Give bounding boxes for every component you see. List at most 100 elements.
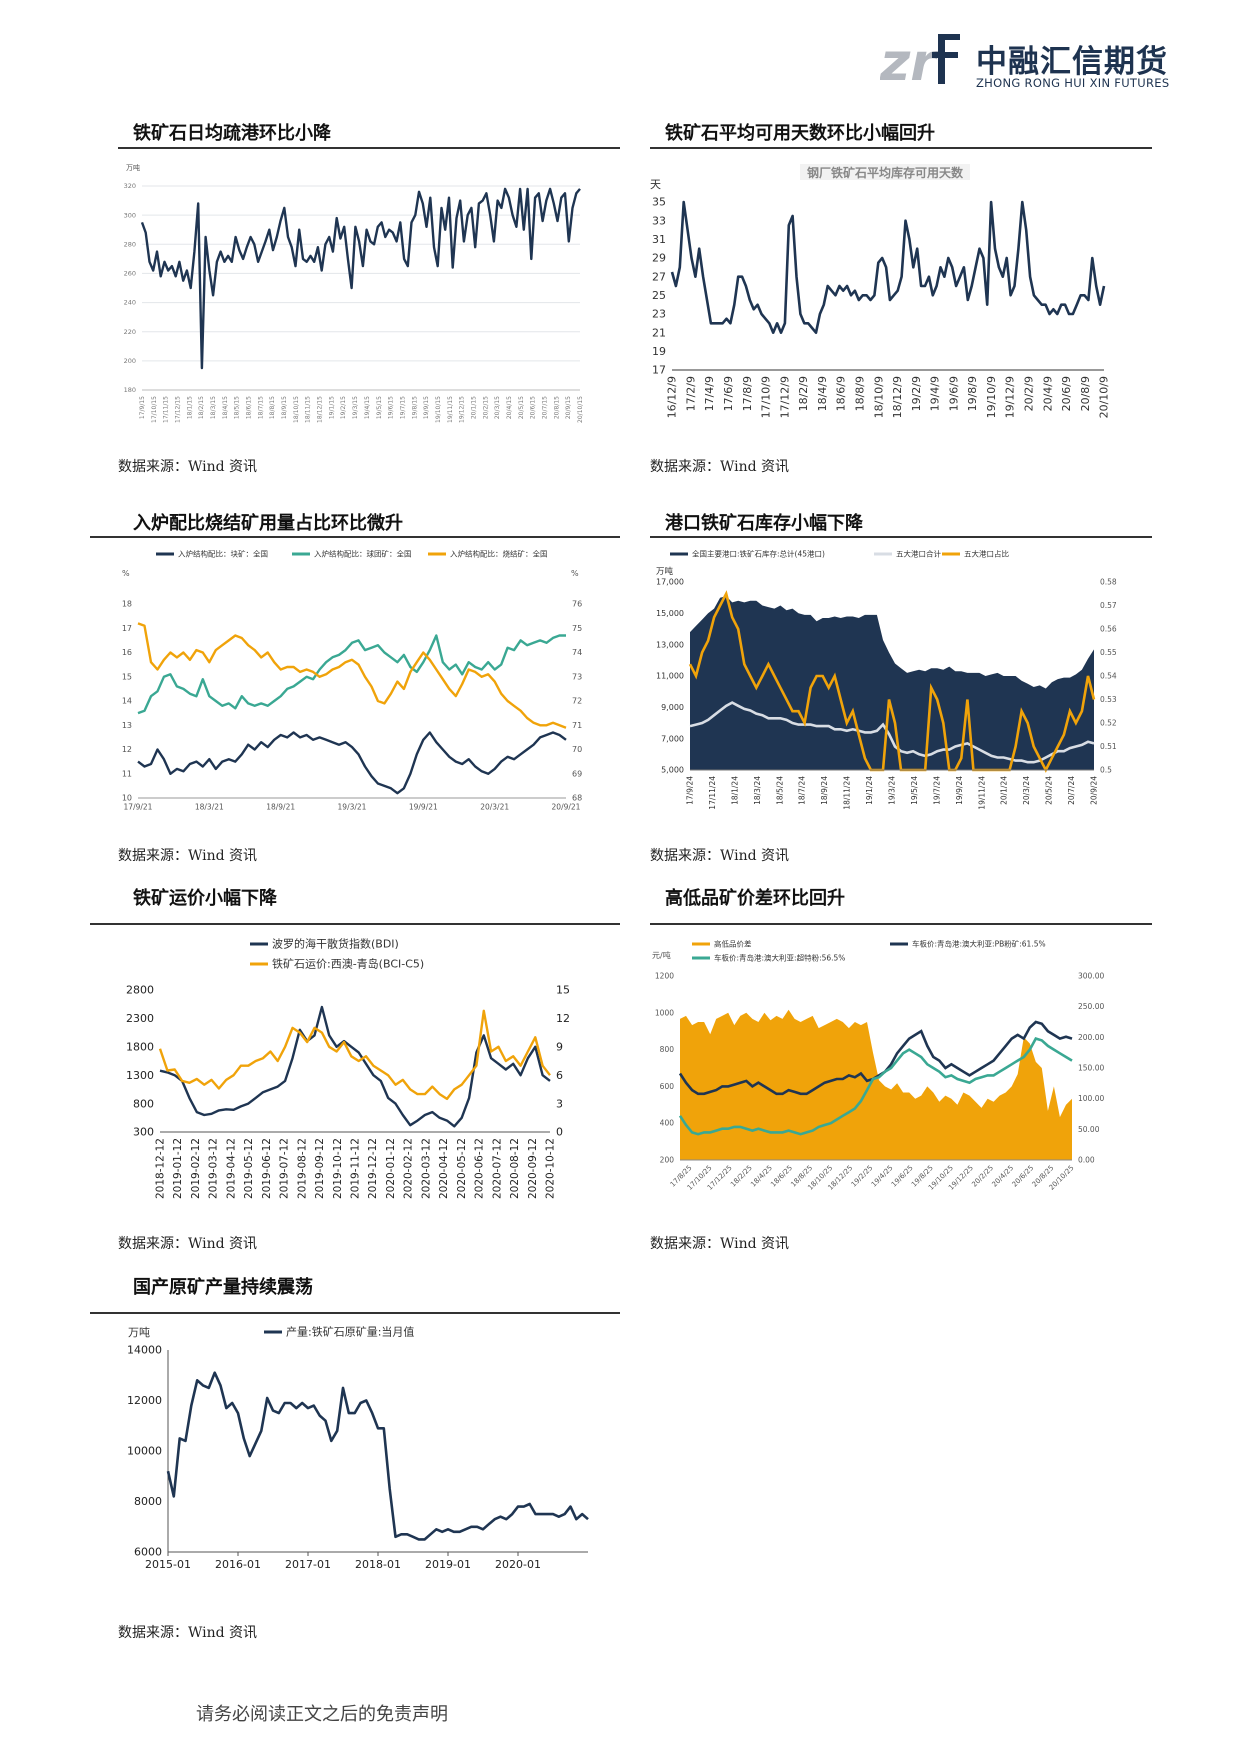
legend-item-2: 五大港口合计 [896, 549, 941, 559]
x-tick-label: 19/6/9 [947, 376, 960, 411]
y-tick-label: 1000 [655, 1008, 674, 1017]
series-line-3 [137, 622, 567, 729]
y-tick-label: 0.58 [1100, 578, 1117, 587]
y-left-unit: 万吨 [656, 566, 674, 577]
logo-mark-icon: zr [880, 33, 960, 92]
y-tick-label: 0.54 [1100, 672, 1117, 681]
x-tick-label: 18/11/15 [305, 396, 312, 423]
x-tick-label: 20/9/15 [565, 396, 572, 419]
x-tick-label: 19/2/15 [340, 396, 347, 419]
y-tick-label: 12000 [127, 1394, 162, 1407]
legend-item-2: 铁矿石运价:西澳-青岛(BCI-C5) [272, 957, 424, 971]
x-tick-label: 2020-01 [495, 1558, 541, 1571]
legend-item-1: 高低品价差 [714, 939, 752, 949]
x-tick-label: 20/8/9 [1079, 376, 1092, 411]
y-tick-label: 14 [122, 697, 132, 706]
source-note-4: 数据来源：Wind 资讯 [650, 848, 790, 864]
x-tick-label: 17/11/24 [708, 776, 717, 810]
section-divider-1 [118, 147, 620, 149]
x-tick-label: 2019-06-12 [261, 1138, 273, 1199]
x-tick-label: 16/12/9 [666, 376, 679, 418]
series-line-3 [688, 590, 1096, 773]
series-area-1 [680, 1009, 1072, 1160]
y-tick-label: 16 [122, 648, 132, 657]
x-tick-label: 2020-02-12 [403, 1138, 415, 1199]
y-tick-label: 200 [660, 1156, 675, 1165]
series-line-1 [159, 1005, 551, 1128]
y-tick-label: 7,000 [661, 734, 684, 743]
x-tick-label: 19/10/9 [985, 376, 998, 418]
y-tick-label: 31 [652, 233, 666, 246]
series-line-2 [158, 1009, 551, 1101]
section-title-5: 铁矿运价小幅下降 [133, 888, 277, 909]
x-tick-label: 20/3/24 [1022, 776, 1031, 805]
y-tick-label: 600 [660, 1082, 675, 1091]
x-tick-label: 2019-11-12 [350, 1138, 362, 1199]
y-tick-label: 69 [572, 769, 582, 778]
y-left-unit: 元/吨 [652, 950, 671, 960]
y-tick-label: 74 [572, 648, 582, 657]
y-tick-label: 0.5 [1100, 766, 1112, 775]
source-note-6: 数据来源：Wind 资讯 [650, 1236, 790, 1252]
y-tick-label: 1300 [126, 1069, 154, 1082]
y-tick-label: 21 [652, 326, 666, 339]
y-tick-label: 240 [124, 299, 136, 307]
y-tick-label: 68 [572, 794, 582, 803]
x-tick-label: 20/6/9 [1060, 376, 1073, 411]
x-tick-label: 18/12/9 [891, 376, 904, 418]
y-tick-label: 0.55 [1100, 648, 1117, 657]
y-tick-label: 1200 [655, 972, 674, 981]
x-tick-label: 18/3/15 [210, 396, 217, 419]
y-tick-label: 3 [556, 1097, 563, 1110]
x-tick-label: 19/4/15 [364, 396, 371, 419]
y-tick-label: 17 [122, 624, 132, 633]
chart-freight: 波罗的海干散货指数(BDI) 铁矿石运价:西澳-青岛(BCI-C5) 300 800 1… [118, 930, 600, 1220]
section-title-7: 国产原矿产量持续震荡 [133, 1277, 313, 1298]
y-tick-label: 15 [122, 672, 132, 681]
y-tick-label: 6 [556, 1069, 563, 1082]
y-tick-label: 25 [652, 289, 666, 302]
x-tick-label: 18/11/24 [843, 776, 852, 810]
legend-item-3: 车板价:青岛港:澳大利亚:超特粉:56.5% [714, 953, 845, 963]
x-tick-label: 20/1/15 [470, 396, 477, 419]
x-tick-label: 2019-05-12 [243, 1138, 255, 1199]
y-tick-label: 2300 [126, 1012, 154, 1025]
x-tick-label: 18/8/9 [853, 376, 866, 411]
y-tick-label: 8000 [134, 1495, 162, 1508]
y-tick-label: 23 [652, 308, 666, 321]
y-unit-label: 万吨 [126, 163, 140, 172]
x-tick-label: 20/1/24 [1000, 776, 1009, 805]
x-tick-label: 17/10/9 [760, 376, 773, 418]
series-line-3 [678, 1037, 1073, 1136]
x-tick-label: 19/2/9 [910, 376, 923, 411]
source-note-2: 数据来源：Wind 资讯 [650, 459, 790, 475]
x-tick-label: 2019-03-12 [208, 1138, 220, 1199]
chart-title: 钢厂铁矿石平均库存可用天数 [807, 165, 964, 180]
x-tick-label: 20/9/21 [552, 803, 581, 812]
x-tick-label: 20/6/15 [530, 396, 537, 419]
x-tick-label: 20/4/9 [1041, 376, 1054, 411]
y-tick-label: 800 [133, 1097, 154, 1110]
y-tick-label: 0.52 [1100, 719, 1117, 728]
x-tick-label: 19/1/24 [865, 776, 874, 805]
x-tick-label: 17/12/9 [778, 376, 791, 418]
x-tick-label: 17/4/9 [703, 376, 716, 411]
y-tick-label: 13,000 [656, 640, 684, 649]
x-tick-label: 20/2/9 [1023, 376, 1036, 411]
chart-title-bg [800, 164, 970, 180]
x-tick-label: 19/8/9 [966, 376, 979, 411]
x-tick-label: 18/10/15 [293, 396, 300, 423]
x-tick-label: 19/9/15 [423, 396, 430, 419]
y-tick-label: 11 [122, 769, 132, 778]
section-title-2: 铁矿石平均可用天数环比小幅回升 [665, 123, 935, 144]
x-tick-label: 20/7/24 [1067, 776, 1076, 805]
company-logo: zr 中融汇信期货 ZHONG RONG HUI XIN FUTURES [880, 28, 1170, 92]
x-tick-label: 2019-10-12 [332, 1138, 344, 1199]
x-tick-label: 20/3/15 [494, 396, 501, 419]
x-tick-label: 19/6/15 [388, 396, 395, 419]
legend-item-1: 波罗的海干散货指数(BDI) [272, 937, 399, 951]
svg-text:zr: zr [880, 33, 939, 92]
x-tick-label: 19/3/24 [888, 776, 897, 805]
y-tick-label: 19 [652, 345, 666, 358]
x-tick-label: 18/6/15 [246, 396, 253, 419]
